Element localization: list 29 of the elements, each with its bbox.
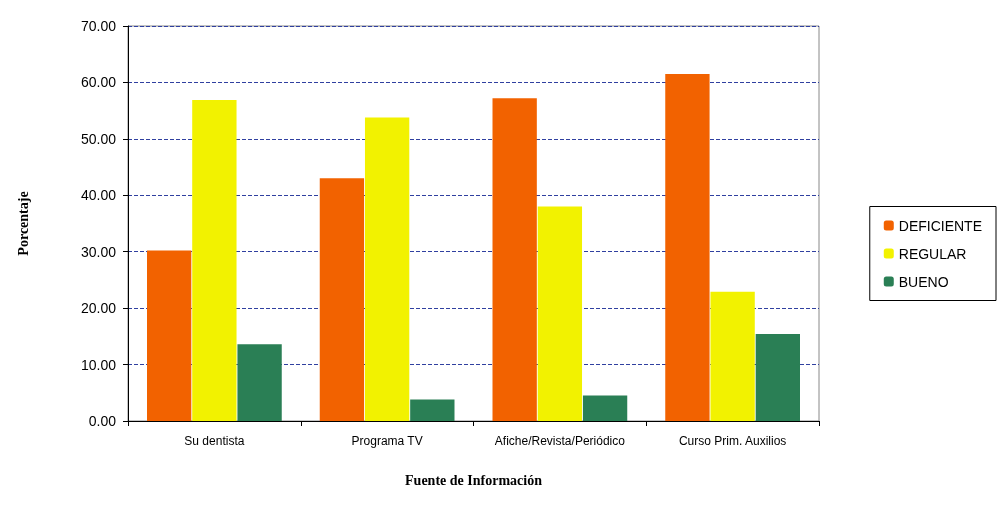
y-tick-label: 10.00 bbox=[80, 356, 117, 373]
y-tick-label: 20.00 bbox=[80, 300, 117, 317]
bar bbox=[582, 395, 628, 421]
y-tick-label: 30.00 bbox=[80, 243, 117, 260]
y-tick-label: 60.00 bbox=[80, 74, 117, 91]
y-tick-label: 40.00 bbox=[80, 187, 117, 204]
bar bbox=[492, 98, 537, 421]
bar bbox=[192, 99, 237, 421]
bar bbox=[237, 344, 282, 421]
y-axis-title: Porcentaje bbox=[15, 191, 31, 256]
legend-label: BUENO bbox=[898, 273, 949, 290]
bar bbox=[364, 117, 410, 421]
y-tick-label: 70.00 bbox=[80, 18, 117, 34]
x-tick-label: Afiche/Revista/Periódico bbox=[494, 434, 626, 448]
x-tick-label: Su dentista bbox=[184, 434, 245, 448]
legend-label: REGULAR bbox=[898, 245, 967, 262]
x-axis-title: Fuente de Información bbox=[405, 472, 543, 488]
bar bbox=[665, 73, 710, 421]
bar bbox=[755, 334, 800, 421]
y-tick-label: 0.00 bbox=[88, 413, 117, 429]
bar bbox=[710, 291, 755, 421]
bar bbox=[319, 178, 365, 421]
x-tick-label: Programa TV bbox=[351, 434, 423, 448]
bar bbox=[147, 250, 192, 421]
bar bbox=[537, 206, 583, 421]
x-tick-label: Curso Prim. Auxilios bbox=[678, 434, 787, 448]
y-tick-label: 50.00 bbox=[80, 130, 117, 147]
legend-label: DEFICIENTE bbox=[898, 217, 983, 234]
bar bbox=[410, 399, 455, 421]
